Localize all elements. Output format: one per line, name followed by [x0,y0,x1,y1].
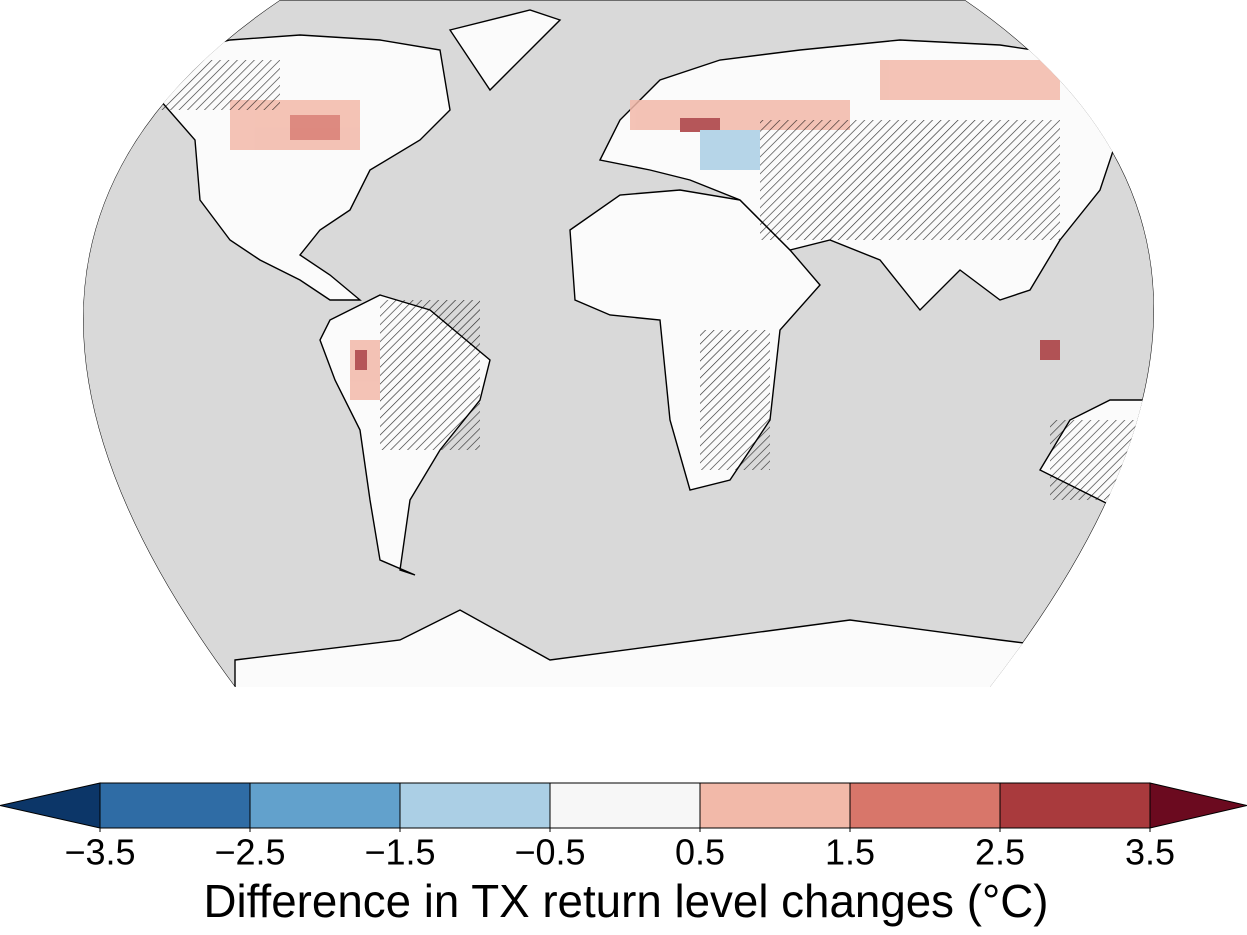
colorbar-bin [549,782,701,829]
colorbar-bin [699,782,851,829]
colorbar-tick-label: 1.5 [825,832,875,873]
colorbar-over [1149,782,1247,829]
colorbar-label: Difference in TX return level changes (°… [204,875,1049,927]
colorbar-tick-label: −2.5 [214,832,285,873]
colorbar-bin [99,782,251,829]
colorbar-tick-label: −1.5 [364,832,435,873]
hatching [120,60,1154,500]
colorbar-tick-label: −3.5 [64,832,135,873]
colorbar-bin [249,782,401,829]
colorbar-tick-label: 2.5 [975,832,1025,873]
colorbar-bin [849,782,1001,829]
greenland [448,9,562,92]
colorbar-bin [999,782,1151,829]
map [83,0,1154,687]
antarctica [234,609,1083,687]
colorbar-under [0,782,101,829]
colorbar-tick-label: −0.5 [514,832,585,873]
colorbar-bin [399,782,551,829]
colorbar-tick-label: 0.5 [675,832,725,873]
colorbar: −3.5 −2.5 −1.5 −0.5 0.5 1.5 2.5 3.5 [0,782,1247,873]
colorbar-tick-label: 3.5 [1125,832,1175,873]
